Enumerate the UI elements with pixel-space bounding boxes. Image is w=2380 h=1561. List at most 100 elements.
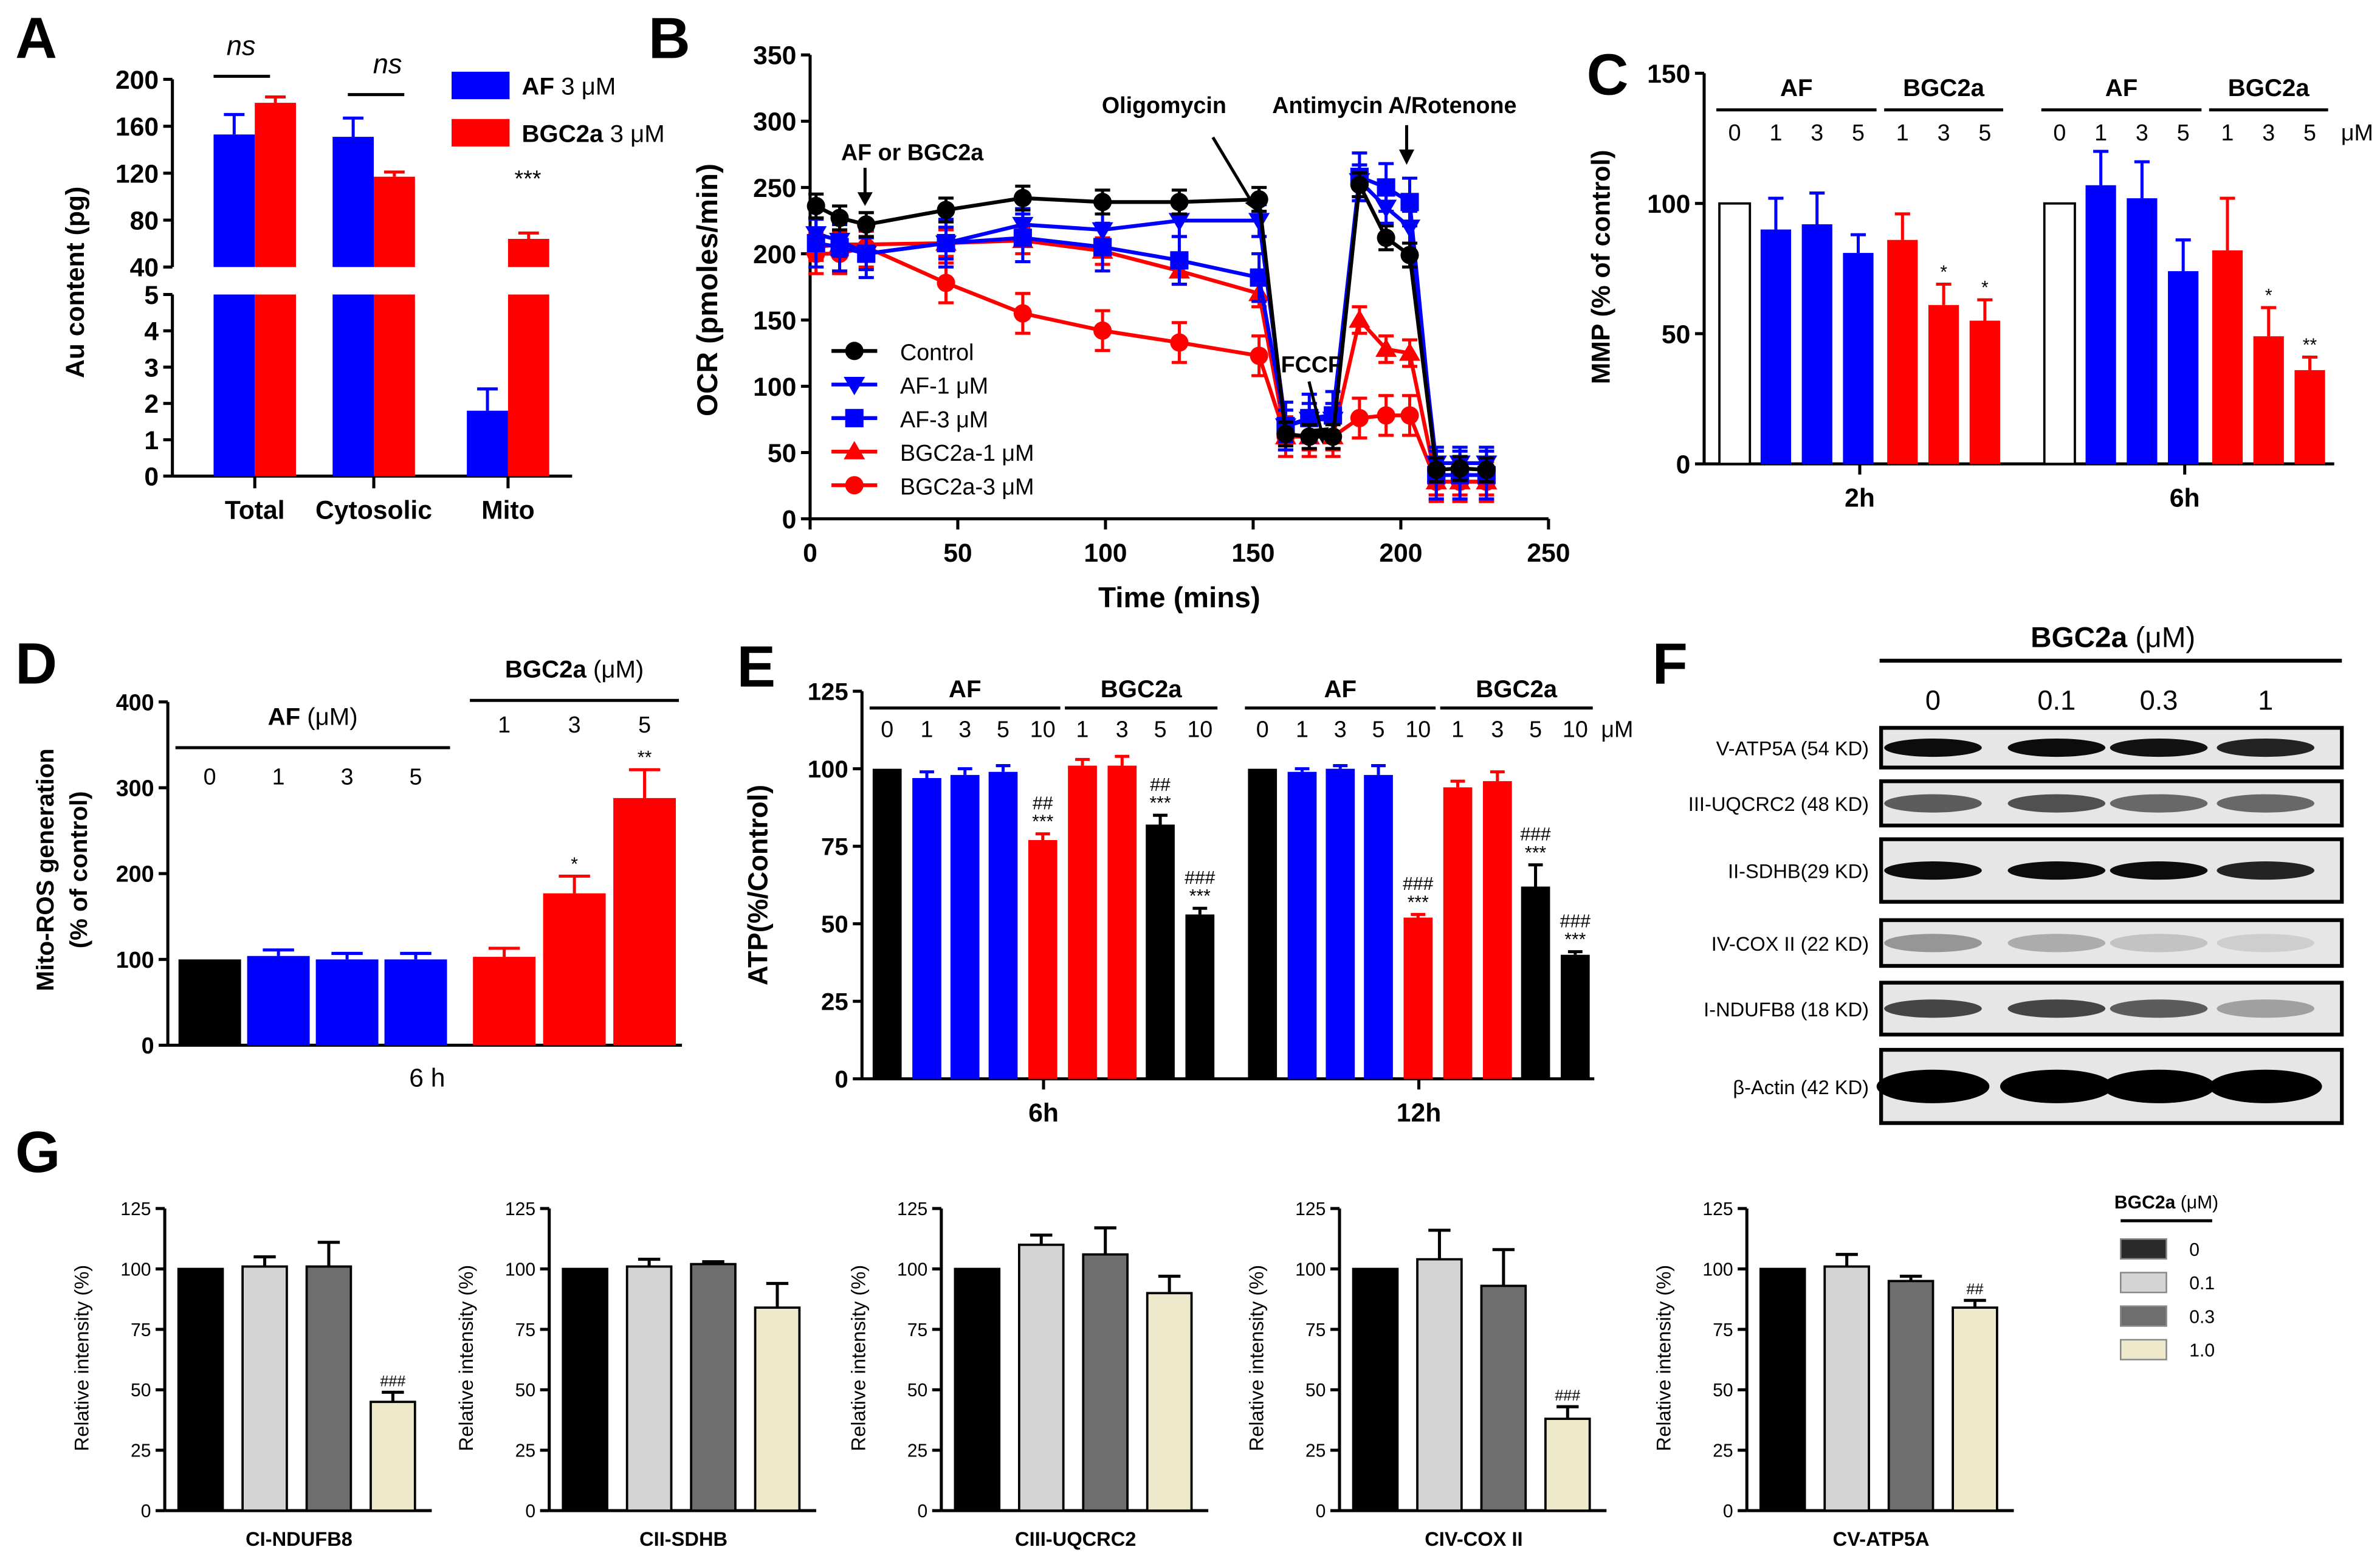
y-tick-label: 0 [1723, 1501, 1733, 1521]
header-label: AF [2105, 74, 2138, 102]
legend-series-name: AF [522, 73, 555, 100]
y-tick-label: 350 [753, 41, 796, 71]
header-name: BGC2a [1101, 675, 1183, 703]
data-point-control [1170, 193, 1189, 212]
legend-label: BGC2a-3 μM [900, 474, 1034, 499]
data-point-af-1-m [1248, 213, 1270, 232]
bar [1364, 774, 1393, 1079]
blot-band [2000, 1069, 2113, 1103]
y-axis-label: MMP (% of control) [1586, 150, 1615, 384]
dose-label: 5 [1529, 716, 1542, 742]
bar [1560, 954, 1590, 1079]
chart-x-label: CV-ATP5A [1833, 1528, 1930, 1550]
blot-band [2110, 934, 2208, 953]
bar [1887, 1280, 1935, 1512]
data-point-bgc2a-1-m [1349, 309, 1371, 328]
dose-label: 5 [2177, 120, 2190, 145]
category-label: Total [225, 495, 285, 525]
dose-label: 0 [1256, 716, 1269, 742]
y-tick-label: 150 [753, 306, 796, 336]
y-tick-label: 50 [768, 439, 796, 468]
data-point-control [1324, 427, 1343, 446]
legend-marker [845, 342, 864, 360]
data-point-control [1400, 246, 1419, 264]
bar [1521, 886, 1550, 1079]
y-tick-label: 0 [144, 463, 159, 492]
header-label: BGC2a [1903, 74, 1985, 102]
legend-label: BGC2a 3 μM [522, 120, 665, 147]
lane-label: 0 [1925, 684, 1941, 715]
bar [1146, 824, 1175, 1079]
bar [178, 959, 241, 1046]
data-point-bgc2a-3-m [1013, 304, 1032, 323]
legend-swatch [452, 71, 510, 100]
significance-label: ### [1560, 911, 1591, 931]
dose-label: 3 [568, 712, 581, 737]
x-tick-label: 150 [1231, 539, 1274, 568]
panel-label-d: D [15, 632, 57, 697]
arrowhead [1313, 427, 1329, 444]
blot-row-label: V-ATP5A (54 KD) [1716, 737, 1869, 760]
y-tick-label: 160 [115, 112, 159, 142]
dose-label: 10 [1187, 716, 1212, 742]
bar [1017, 1243, 1065, 1512]
category-label: Cytosolic [315, 495, 432, 525]
legend-label: AF-1 μM [900, 373, 988, 399]
y-tick-label: 25 [821, 988, 848, 1016]
data-point-af-1-m [1375, 199, 1397, 218]
data-point-bgc2a-3-m [1093, 321, 1112, 340]
bar [315, 959, 379, 1046]
dose-label: 1 [1896, 120, 1909, 145]
data-point-control [1427, 460, 1446, 479]
data-point-af-1-m [1298, 412, 1320, 430]
bar [2127, 198, 2158, 464]
data-point-af-1-m [805, 226, 827, 245]
dose-label: 1 [2221, 120, 2234, 145]
lane-label: 1 [2258, 684, 2273, 715]
data-point-control [1276, 424, 1295, 444]
y-tick-label: 150 [1647, 60, 1690, 89]
bar [954, 1267, 1001, 1512]
data-point-af-1-m [1168, 213, 1190, 232]
bar [2085, 185, 2116, 464]
panel-label-f: F [1653, 632, 1688, 697]
legend-label: 0.3 [2189, 1307, 2215, 1327]
panel-label-b: B [648, 6, 690, 71]
y-tick-label: 125 [808, 678, 848, 706]
panel-label-g: G [15, 1120, 60, 1185]
header-name: BGC2a [2228, 74, 2310, 102]
bar [1843, 253, 1874, 464]
dose-label: 5 [1978, 120, 1991, 145]
y-tick-label: 100 [1295, 1259, 1326, 1280]
y-tick-label: 200 [115, 66, 159, 95]
annotation-oligomycin: Oligomycin [1102, 92, 1226, 118]
bar [988, 771, 1018, 1079]
significance-label: ### [380, 1373, 405, 1390]
header-unit: (μM) [307, 703, 357, 730]
y-axis-label: ATP(%/Control) [743, 785, 774, 985]
data-point-af-1-m [855, 246, 877, 264]
y-tick-label: 50 [1662, 320, 1690, 349]
blot-band [2007, 934, 2106, 953]
data-point-bgc2a-3-m [1250, 346, 1268, 365]
bar-lower [507, 294, 549, 477]
data-point-af-1-m [1012, 216, 1034, 236]
y-tick-label: 120 [115, 159, 159, 188]
bar [1146, 1292, 1193, 1512]
data-point-bgc2a-3-m [1400, 406, 1419, 425]
panel-label-a: A [15, 6, 57, 71]
x-axis-label: Time (mins) [1098, 582, 1261, 614]
blot-band [2217, 999, 2315, 1018]
header-label: AF [949, 675, 982, 703]
dose-label: 3 [1491, 716, 1504, 742]
significance-label: ### [1403, 874, 1433, 894]
bar [1326, 768, 1355, 1079]
header-name: AF [268, 703, 301, 730]
data-point-control [830, 208, 849, 227]
legend-marker [844, 377, 865, 396]
y-tick-label: 0 [141, 1501, 151, 1521]
dose-label: 5 [1154, 716, 1167, 742]
y-tick-label: 0 [1676, 450, 1691, 479]
category-label: Mito [481, 495, 535, 525]
y-tick-label: 75 [1713, 1320, 1733, 1340]
